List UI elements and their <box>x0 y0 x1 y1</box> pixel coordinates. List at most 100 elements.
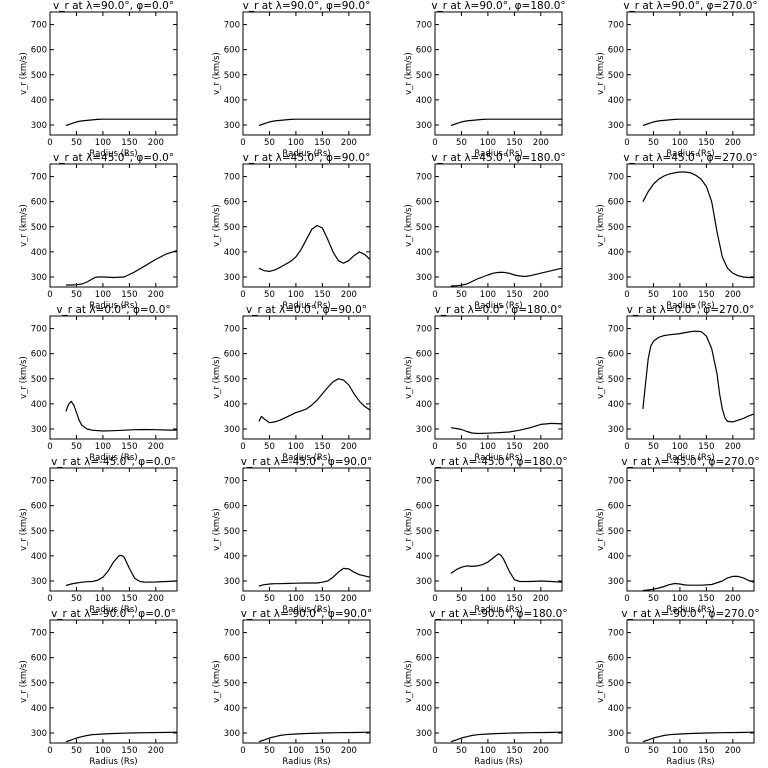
y-tick-label: 400 <box>416 96 432 106</box>
x-tick-label: 200 <box>148 594 164 604</box>
series-line-0 <box>642 575 755 592</box>
y-tick-label: 700 <box>416 477 432 487</box>
y-tick-label: 700 <box>608 173 624 183</box>
plot-frame <box>626 619 755 744</box>
chart-panel-8: v_r at λ=0.0°, φ=0.0° 0 50 100 150 200 300 400 5… <box>19 304 178 463</box>
y-tick-label: 300 <box>416 577 432 587</box>
x-tick-label: 150 <box>121 442 137 452</box>
y-tick-label: 300 <box>31 273 47 283</box>
y-tick-label: 700 <box>224 21 240 31</box>
plot-frame <box>49 315 178 440</box>
chart-panel-19: v_r at λ=-90.0°, φ=270.0° 0 50 100 150 200 300… <box>596 608 760 767</box>
y-tick-label: 500 <box>608 375 624 385</box>
chart-panel-10: v_r at λ=0.0°, φ=180.0° 0 50 100 150 200 300 40… <box>404 304 563 463</box>
y-tick-label: 300 <box>224 577 240 587</box>
y-tick-label: 700 <box>31 629 47 639</box>
chart-title: v_r at λ=90.0°, φ=270.0° <box>623 0 757 12</box>
x-tick-label: 100 <box>95 746 111 756</box>
x-tick-label: 50 <box>71 594 82 604</box>
y-tick-label: 300 <box>224 425 240 435</box>
x-tick-label: 100 <box>95 138 111 148</box>
y-tick-label: 700 <box>31 21 47 31</box>
x-tick-label: 100 <box>288 138 304 148</box>
x-tick-label: 0 <box>624 290 629 300</box>
x-tick-label: 0 <box>240 594 245 604</box>
series-line-0 <box>642 731 755 743</box>
series-line-0 <box>258 378 371 424</box>
plot-frame <box>49 467 178 592</box>
chart-title: v_r at λ=45.0°, φ=90.0° <box>243 152 371 164</box>
series-line-0 <box>450 553 563 583</box>
y-tick-label: 500 <box>224 375 240 385</box>
y-axis-label: v_r (km/s) <box>19 660 29 703</box>
plot-frame <box>49 11 178 136</box>
series-line-0 <box>642 118 754 127</box>
x-axis-label: Radius (Rs) <box>89 149 137 159</box>
x-tick-label: 0 <box>240 290 245 300</box>
series-line-0 <box>642 171 754 279</box>
y-axis-label: v_r (km/s) <box>404 52 414 95</box>
x-tick-label: 50 <box>264 290 275 300</box>
x-tick-label: 150 <box>506 138 522 148</box>
chart-title: v_r at λ=-90.0°, φ=90.0° <box>241 608 372 620</box>
x-tick-label: 0 <box>47 442 52 452</box>
y-tick-label: 600 <box>608 654 624 664</box>
chart-title: v_r at λ=45.0°, φ=0.0° <box>53 152 174 164</box>
x-tick-label: 50 <box>456 290 467 300</box>
x-tick-label: 100 <box>95 442 111 452</box>
y-tick-label: 500 <box>31 679 47 689</box>
series-line-0 <box>65 554 178 587</box>
x-tick-label: 50 <box>456 594 467 604</box>
plot-frame <box>242 11 371 136</box>
x-tick-label: 50 <box>648 594 659 604</box>
x-tick-label: 50 <box>648 442 659 452</box>
plot-frame <box>434 163 563 288</box>
x-tick-label: 150 <box>314 290 330 300</box>
plot-frame <box>49 619 178 744</box>
y-tick-label: 500 <box>224 679 240 689</box>
chart-title: v_r at λ=-45.0°, φ=180.0° <box>429 456 567 468</box>
plot-frame <box>434 315 563 440</box>
y-tick-label: 700 <box>608 477 624 487</box>
x-tick-label: 100 <box>288 442 304 452</box>
plot-frame <box>242 315 371 440</box>
y-axis-label: v_r (km/s) <box>596 204 606 247</box>
x-axis-label: Radius (Rs) <box>89 453 137 463</box>
series-line-0 <box>450 118 562 127</box>
x-tick-label: 200 <box>725 746 741 756</box>
y-axis-label: v_r (km/s) <box>19 356 29 399</box>
plot-frame <box>626 315 755 440</box>
x-tick-label: 200 <box>148 290 164 300</box>
chart-panel-1: v_r at λ=90.0°, φ=90.0° 0 50 100 150 200 300 40… <box>212 0 371 159</box>
y-tick-label: 500 <box>608 223 624 233</box>
x-tick-label: 200 <box>148 746 164 756</box>
x-axis-label: Radius (Rs) <box>474 605 522 615</box>
y-tick-label: 400 <box>31 400 47 410</box>
y-axis-label: v_r (km/s) <box>596 52 606 95</box>
y-tick-label: 400 <box>224 704 240 714</box>
chart-title: v_r at λ=45.0°, φ=180.0° <box>431 152 565 164</box>
y-tick-label: 600 <box>224 198 240 208</box>
series-line-0 <box>65 731 178 743</box>
y-tick-label: 600 <box>224 654 240 664</box>
x-tick-label: 100 <box>288 594 304 604</box>
x-axis-label: Radius (Rs) <box>282 605 330 615</box>
chart-panel-2: v_r at λ=90.0°, φ=180.0° 0 50 100 150 200 300 4… <box>404 0 566 159</box>
x-tick-label: 100 <box>672 138 688 148</box>
x-tick-label: 50 <box>71 746 82 756</box>
chart-panel-15: v_r at λ=-45.0°, φ=270.0° 0 50 100 150 200 300… <box>596 456 760 615</box>
x-tick-label: 0 <box>47 138 52 148</box>
y-tick-label: 400 <box>224 400 240 410</box>
x-axis-label: Radius (Rs) <box>282 757 330 767</box>
plot-frame <box>434 619 563 744</box>
x-tick-label: 0 <box>432 746 437 756</box>
x-tick-label: 50 <box>648 290 659 300</box>
y-tick-label: 500 <box>224 71 240 81</box>
x-tick-label: 200 <box>341 138 357 148</box>
chart-panel-14: v_r at λ=-45.0°, φ=180.0° 0 50 100 150 200 300… <box>404 456 568 615</box>
x-axis-label: Radius (Rs) <box>282 453 330 463</box>
x-tick-label: 200 <box>148 138 164 148</box>
y-tick-label: 300 <box>608 273 624 283</box>
x-tick-label: 200 <box>533 442 549 452</box>
x-axis-label: Radius (Rs) <box>282 149 330 159</box>
